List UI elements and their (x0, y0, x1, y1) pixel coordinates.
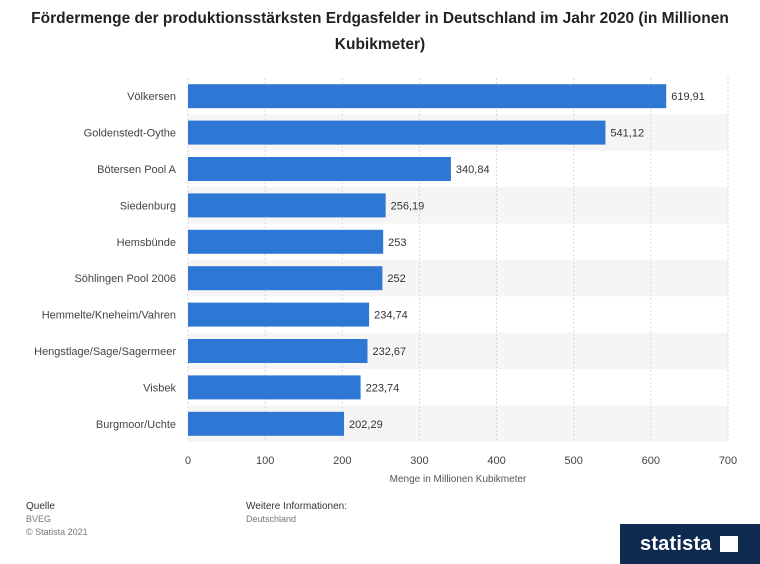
value-label: 340,84 (456, 164, 490, 176)
x-tick-label: 0 (185, 455, 191, 467)
category-label: Burgmoor/Uchte (96, 419, 176, 431)
value-label: 256,19 (391, 200, 425, 212)
bar (188, 303, 369, 327)
bar (188, 157, 451, 181)
category-label: Bötersen Pool A (97, 164, 177, 176)
value-label: 541,12 (610, 128, 644, 140)
x-tick-label: 400 (487, 455, 505, 467)
value-label: 252 (387, 273, 405, 285)
value-label: 232,67 (372, 346, 406, 358)
bar (188, 230, 383, 254)
value-label: 253 (388, 237, 406, 249)
x-axis-title: Menge in Millionen Kubikmeter (390, 474, 527, 485)
category-label: Siedenburg (120, 200, 176, 212)
copyright: © Statista 2021 (26, 526, 88, 539)
bar (188, 375, 361, 399)
info-heading[interactable]: Weitere Informationen: (246, 500, 347, 513)
x-tick-label: 200 (333, 455, 351, 467)
value-label: 234,74 (374, 310, 408, 322)
x-tick-label: 300 (410, 455, 428, 467)
statista-logo-icon (720, 536, 738, 552)
category-label: Hemmelte/Kneheim/Vahren (42, 310, 176, 322)
source-name: BVEG (26, 513, 88, 526)
bar (188, 84, 666, 108)
info-block: Weitere Informationen: Deutschland (246, 500, 347, 526)
bar (188, 266, 382, 290)
bar (188, 121, 605, 145)
x-tick-label: 500 (565, 455, 583, 467)
bar (188, 412, 344, 436)
bar-chart: Völkersen 619,91 Goldenstedt-Oythe 541,12 Bö… (0, 0, 760, 500)
x-tick-label: 600 (642, 455, 660, 467)
bar (188, 339, 367, 363)
value-label: 223,74 (366, 382, 400, 394)
x-tick-label: 700 (719, 455, 737, 467)
value-label: 619,91 (671, 91, 705, 103)
bar (188, 193, 386, 217)
category-label: Völkersen (127, 91, 176, 103)
source-heading: Quelle (26, 500, 88, 513)
brand-logo[interactable]: statista (620, 524, 760, 564)
category-label: Visbek (143, 382, 176, 394)
value-label: 202,29 (349, 419, 383, 431)
brand-name: statista (640, 533, 712, 556)
category-label: Hengstlage/Sage/Sagermeer (34, 346, 176, 358)
info-value: Deutschland (246, 513, 347, 526)
x-tick-label: 100 (256, 455, 274, 467)
category-label: Goldenstedt-Oythe (84, 128, 176, 140)
source-block: Quelle BVEG © Statista 2021 (26, 500, 88, 539)
category-label: Hemsbünde (117, 237, 176, 249)
category-label: Söhlingen Pool 2006 (74, 273, 176, 285)
